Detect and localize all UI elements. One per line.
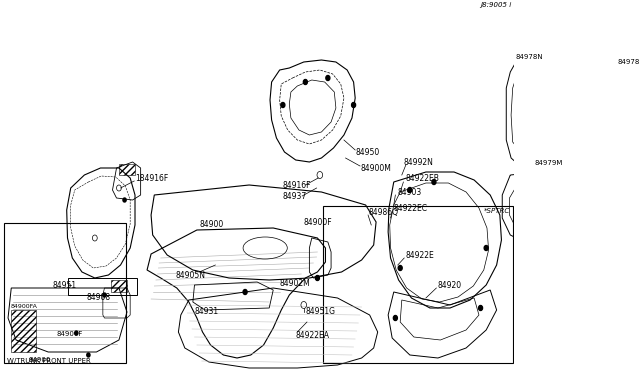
Text: 84900FA: 84900FA — [10, 305, 37, 310]
Text: 84978P: 84978P — [617, 59, 640, 65]
Circle shape — [326, 76, 330, 80]
Circle shape — [87, 353, 90, 357]
Circle shape — [408, 187, 412, 192]
Text: 184916F: 184916F — [135, 173, 168, 183]
Circle shape — [123, 198, 126, 202]
Text: 84900: 84900 — [199, 219, 223, 228]
Text: 84986Q: 84986Q — [368, 208, 398, 217]
Text: J8:9005 i: J8:9005 i — [480, 2, 511, 8]
Text: W/TRUNK FRONT UPPER: W/TRUNK FRONT UPPER — [6, 358, 90, 364]
Text: 84902M: 84902M — [280, 279, 310, 288]
Circle shape — [479, 305, 483, 311]
Text: 84908: 84908 — [87, 294, 111, 302]
Circle shape — [103, 293, 106, 297]
Text: 84937: 84937 — [283, 192, 307, 201]
Circle shape — [75, 331, 78, 335]
Circle shape — [316, 276, 319, 280]
Text: 84979M: 84979M — [534, 160, 563, 166]
Text: 84950: 84950 — [355, 148, 380, 157]
Circle shape — [394, 315, 397, 321]
Circle shape — [243, 289, 247, 295]
Text: 84978N: 84978N — [515, 54, 543, 60]
Text: 84920: 84920 — [438, 280, 462, 289]
Text: 84922E: 84922E — [406, 250, 435, 260]
Text: 84922EB: 84922EB — [406, 173, 440, 183]
Circle shape — [432, 180, 436, 185]
Circle shape — [484, 246, 488, 250]
Text: 84900M: 84900M — [360, 164, 391, 173]
Text: 84992N: 84992N — [403, 157, 433, 167]
Text: 84900: 84900 — [28, 357, 51, 363]
Text: 84900F: 84900F — [56, 331, 83, 337]
Circle shape — [398, 266, 402, 270]
Text: 84951: 84951 — [52, 280, 76, 289]
Text: 84903: 84903 — [398, 187, 422, 196]
Text: 84900F: 84900F — [304, 218, 332, 227]
Bar — [323, 206, 513, 363]
Circle shape — [351, 103, 356, 108]
Text: 84922EA: 84922EA — [296, 330, 330, 340]
Circle shape — [281, 103, 285, 108]
Text: 84905N: 84905N — [175, 270, 205, 279]
Text: 84951G: 84951G — [305, 308, 335, 317]
Text: *SPTRC: *SPTRC — [484, 208, 510, 215]
Text: 84916F: 84916F — [283, 180, 312, 189]
Bar — [4, 223, 126, 363]
Text: 84931: 84931 — [195, 308, 219, 317]
Circle shape — [303, 80, 307, 84]
Text: 84922EC: 84922EC — [394, 203, 428, 212]
